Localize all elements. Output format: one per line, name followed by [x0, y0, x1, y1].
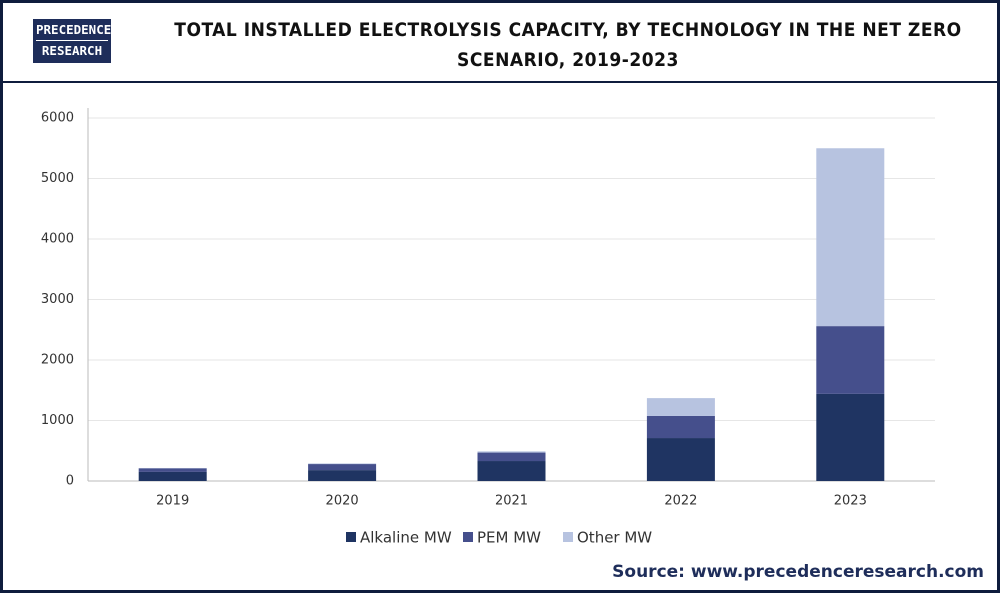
- logo-line: RESEARCH: [41, 43, 103, 58]
- legend-swatch: [563, 532, 573, 542]
- bar-segment: [816, 148, 885, 327]
- legend-swatch: [346, 532, 356, 542]
- y-tick-label: 4000: [41, 232, 74, 247]
- bar-segment: [816, 326, 885, 394]
- x-tick-label: 2020: [326, 494, 359, 509]
- x-tick-label: 2021: [495, 494, 528, 509]
- chart: 0 1000 2000 3000 4000 5000 6000 2019 2020 2021 202…: [41, 108, 935, 547]
- legend-label: Other MW: [577, 529, 652, 547]
- bar-segment: [816, 393, 885, 481]
- y-tick-label: 1000: [41, 413, 74, 428]
- bar-segment: [308, 463, 377, 465]
- bar-segment: [477, 452, 546, 462]
- y-tick-label: 0: [66, 474, 74, 489]
- bar-segment: [646, 415, 715, 439]
- bar-segment: [477, 451, 546, 453]
- bar-segment: [138, 471, 207, 481]
- header: PRECEDENCE RESEARCH TOTAL INSTALLED ELEC…: [3, 3, 997, 83]
- bar-segment: [308, 470, 377, 481]
- bar-segment: [138, 468, 207, 472]
- y-tick-label: 3000: [41, 292, 74, 307]
- chart-title: TOTAL INSTALLED ELECTROLYSIS CAPACITY, B…: [174, 19, 962, 71]
- legend-label: PEM MW: [477, 529, 541, 547]
- x-tick-label: 2019: [156, 494, 189, 509]
- bar-segment: [308, 464, 377, 471]
- x-tick-label: 2023: [834, 494, 867, 509]
- y-tick-label: 6000: [41, 111, 74, 126]
- legend-swatch: [463, 532, 473, 542]
- y-tick-label: 2000: [41, 353, 74, 368]
- x-tick-label: 2022: [664, 494, 697, 509]
- logo: PRECEDENCE RESEARCH: [33, 19, 111, 63]
- bar-segment: [646, 438, 715, 481]
- logo-line: PRECEDENCE: [36, 20, 111, 41]
- bar-segment: [477, 461, 546, 481]
- bar-segment: [646, 398, 715, 416]
- y-tick-label: 5000: [41, 171, 74, 186]
- source: Source: www.precedenceresearch.com: [612, 562, 984, 582]
- legend-label: Alkaline MW: [360, 529, 452, 547]
